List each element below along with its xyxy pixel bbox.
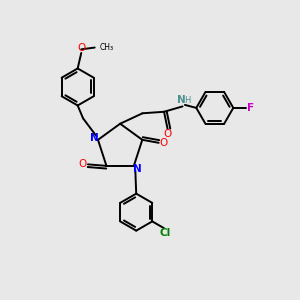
Text: H: H bbox=[184, 96, 190, 105]
Text: O: O bbox=[164, 130, 172, 140]
Text: CH₃: CH₃ bbox=[100, 43, 114, 52]
Text: O: O bbox=[77, 43, 86, 53]
Text: O: O bbox=[79, 159, 87, 170]
Text: F: F bbox=[248, 103, 254, 113]
Text: O: O bbox=[160, 138, 168, 148]
Text: Cl: Cl bbox=[160, 229, 171, 238]
Text: N: N bbox=[177, 95, 186, 105]
Text: N: N bbox=[90, 133, 98, 143]
Text: N: N bbox=[133, 164, 142, 174]
